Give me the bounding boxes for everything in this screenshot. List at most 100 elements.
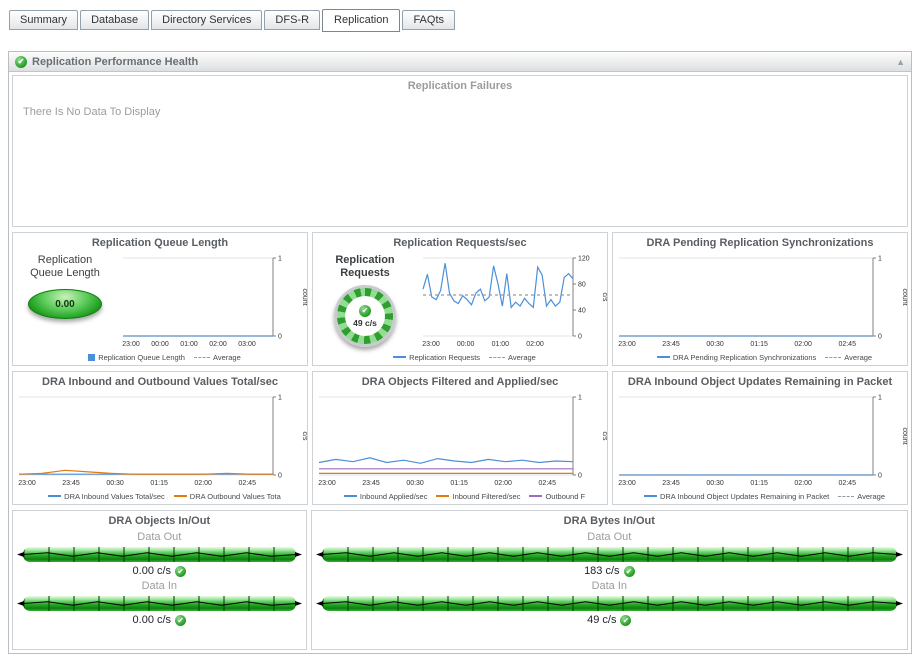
chart-box-dra-objects-filtered-applied: DRA Objects Filtered and Applied/sec 0 1 c… — [312, 371, 608, 505]
legend-label: Outbound F — [545, 491, 586, 501]
tab-replication[interactable]: Replication — [322, 9, 401, 32]
legend-label: Replication Requests — [409, 352, 481, 362]
chart-box-dra-inbound-outbound-values: DRA Inbound and Outbound Values Total/se… — [12, 371, 308, 505]
io-label: Data In — [141, 580, 178, 592]
svg-text:23:45: 23:45 — [362, 480, 380, 487]
chart-legend: Replication Queue Length Average — [13, 349, 307, 365]
io-value: 0.00 c/s — [132, 565, 172, 577]
svg-text:1: 1 — [878, 256, 882, 263]
tab-directory-services[interactable]: Directory Services — [151, 10, 263, 30]
tab-summary[interactable]: Summary — [9, 10, 79, 30]
dra-inbound-object-updates-chart: 0 1 count 23:00 23:45 00:30 01:15 02:00 02:45 — [613, 389, 908, 488]
svg-text:01:15: 01:15 — [450, 480, 468, 487]
queue-length-gauge: Replication Queue Length 0.00 — [13, 250, 117, 349]
legend-swatch — [838, 495, 855, 497]
charts-row-3: DRA Objects In/Out Data Out 0.00 c/s ✔ D… — [12, 510, 908, 650]
svg-text:02:00: 02:00 — [794, 341, 812, 348]
gauge-label: Replication Requests — [335, 254, 395, 279]
io-value: 0.00 c/s — [132, 614, 172, 626]
svg-text:c/s: c/s — [301, 432, 307, 441]
svg-text:02:00: 02:00 — [494, 480, 512, 487]
svg-text:1: 1 — [278, 395, 282, 402]
chart-legend: Replication Requests Average — [313, 349, 607, 365]
io-value-row: 183 c/s ✔ — [312, 565, 907, 577]
svg-text:03:00: 03:00 — [238, 341, 256, 348]
svg-text:0: 0 — [278, 473, 282, 480]
data-out-row: Data Out 0.00 c/s ✔ — [13, 528, 306, 577]
io-label: Data Out — [137, 531, 182, 543]
svg-text:01:00: 01:00 — [492, 341, 510, 348]
svg-text:02:45: 02:45 — [838, 341, 856, 348]
legend-label: Average — [844, 352, 873, 362]
tab-database[interactable]: Database — [80, 10, 150, 30]
dra-objects-filtered-applied-chart: 0 1 c/s 23:00 23:45 00:30 01:15 02:00 02:45 — [313, 389, 608, 488]
ok-icon: ✔ — [620, 614, 632, 626]
legend-label: Replication Queue Length — [98, 352, 185, 362]
svg-text:c/s: c/s — [601, 432, 607, 441]
replication-failures-chart: Replication Failures There Is No Data To… — [12, 75, 908, 227]
legend-label: DRA Pending Replication Synchronizations — [672, 352, 817, 362]
ok-icon: ✔ — [359, 304, 371, 317]
panel-header[interactable]: ✔ Replication Performance Health ▲ — [9, 52, 911, 72]
legend-label: DRA Outbound Values Tota — [189, 491, 281, 501]
chart-box-dra-inbound-object-updates: DRA Inbound Object Updates Remaining in … — [612, 371, 908, 505]
legend-swatch — [88, 353, 96, 361]
dra-inbound-outbound-values-chart: 0 1 c/s 23:00 23:45 00:30 01:15 02:00 02:45 — [13, 389, 308, 488]
dra-bytes-in-out-panel: DRA Bytes In/Out Data Out 183 c/s ✔ Data… — [310, 510, 908, 650]
ok-icon: ✔ — [623, 565, 635, 577]
svg-text:23:45: 23:45 — [662, 480, 680, 487]
svg-text:1: 1 — [578, 395, 582, 402]
collapse-icon[interactable]: ▲ — [896, 56, 905, 67]
svg-text:count: count — [901, 288, 907, 305]
replication-performance-health-panel: ✔ Replication Performance Health ▲ Repli… — [8, 51, 912, 654]
dra-pending-synchronizations-chart: 0 1 count 23:00 23:45 00:30 01:15 02:00 02:45 — [613, 250, 908, 349]
io-value-row: 49 c/s ✔ — [312, 614, 907, 626]
chart-title: DRA Objects In/Out — [108, 515, 211, 527]
svg-text:23:00: 23:00 — [618, 341, 636, 348]
svg-text:120: 120 — [578, 256, 590, 263]
chart-title: Replication Requests/sec — [393, 237, 527, 249]
data-out-row: Data Out 183 c/s ✔ — [312, 528, 907, 577]
legend-swatch — [656, 356, 670, 358]
svg-text:23:45: 23:45 — [662, 341, 680, 348]
svg-text:80: 80 — [578, 282, 586, 289]
legend-swatch — [193, 356, 210, 358]
tab-bar: Summary Database Directory Services DFS-… — [0, 0, 920, 32]
svg-text:0: 0 — [878, 473, 882, 480]
svg-text:02:45: 02:45 — [838, 480, 856, 487]
data-in-gauge-bar — [315, 596, 903, 611]
svg-text:02:45: 02:45 — [538, 480, 556, 487]
svg-text:02:00: 02:00 — [194, 480, 212, 487]
svg-text:0: 0 — [878, 334, 882, 341]
svg-text:1: 1 — [278, 256, 282, 263]
chart-legend: Inbound Applied/sec Inbound Filtered/sec O… — [313, 488, 607, 504]
chart-box-replication-requests: Replication Requests/sec Replication Req… — [312, 232, 608, 366]
legend-label: DRA Inbound Values Total/sec — [64, 491, 165, 501]
svg-text:23:00: 23:00 — [318, 480, 336, 487]
legend-swatch — [825, 356, 842, 358]
status-ok-icon: ✔ — [15, 55, 27, 68]
chart-box-replication-queue-length: Replication Queue Length Replication Que… — [12, 232, 308, 366]
svg-text:count: count — [901, 427, 907, 444]
svg-text:23:00: 23:00 — [122, 341, 140, 348]
tab-dfs-r[interactable]: DFS-R — [264, 10, 321, 30]
svg-text:c/s: c/s — [601, 293, 607, 302]
svg-text:23:00: 23:00 — [18, 480, 36, 487]
ok-icon: ✔ — [175, 565, 187, 577]
io-value: 49 c/s — [587, 614, 617, 626]
legend-label: Inbound Filtered/sec — [452, 491, 521, 501]
svg-text:23:00: 23:00 — [422, 341, 440, 348]
chart-title: Replication Queue Length — [91, 237, 229, 249]
svg-text:01:00: 01:00 — [180, 341, 198, 348]
svg-text:01:15: 01:15 — [750, 341, 768, 348]
io-label: Data In — [591, 580, 628, 592]
data-in-gauge-bar — [17, 596, 302, 611]
queue-length-gauge-value: 0.00 — [28, 289, 102, 320]
chart-legend: DRA Inbound Object Updates Remaining in … — [613, 488, 907, 504]
chart-title: DRA Inbound Object Updates Remaining in … — [627, 376, 893, 388]
chart-title: DRA Pending Replication Synchronizations — [646, 237, 874, 249]
tab-faqts[interactable]: FAQts — [402, 10, 455, 30]
chart-title-replication-failures: Replication Failures — [407, 80, 513, 92]
svg-text:count: count — [301, 288, 307, 305]
no-data-message: There Is No Data To Display — [23, 106, 161, 118]
